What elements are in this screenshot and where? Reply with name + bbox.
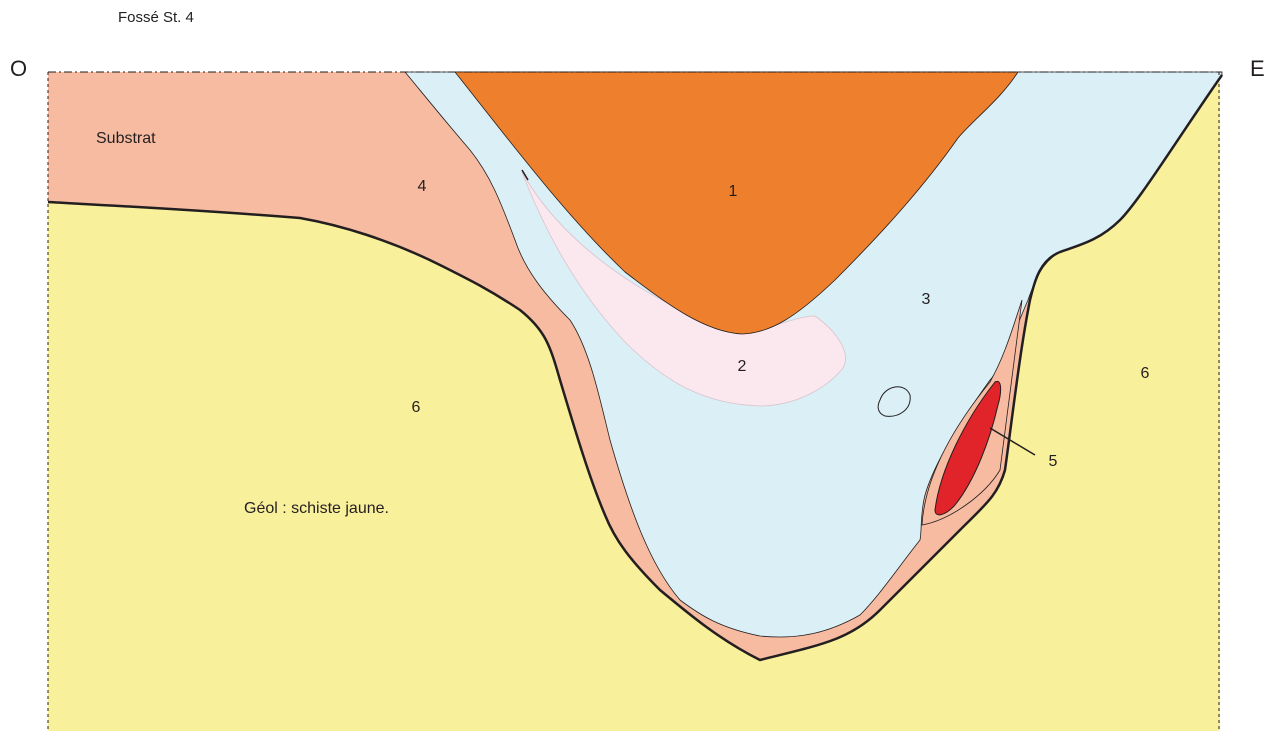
inclusion — [877, 386, 911, 417]
label: 5 — [1049, 453, 1058, 470]
leader-line — [989, 427, 1036, 456]
label: Substrat — [96, 130, 156, 147]
orientation-east: E — [1250, 56, 1265, 81]
label: Géol : schiste jaune. — [244, 500, 389, 517]
layer-5 — [934, 380, 1002, 516]
title: Fossé St. 4 — [118, 9, 194, 26]
label: 6 — [412, 399, 421, 416]
edge-mark — [521, 169, 529, 181]
layer-1 — [454, 71, 1019, 335]
label: 2 — [738, 358, 747, 375]
label: 3 — [922, 291, 931, 308]
label: 6 — [1141, 365, 1150, 382]
label: 1 — [729, 183, 738, 200]
cut-line — [47, 74, 1224, 662]
orientation-west: O — [10, 56, 27, 81]
label: 4 — [418, 178, 427, 195]
